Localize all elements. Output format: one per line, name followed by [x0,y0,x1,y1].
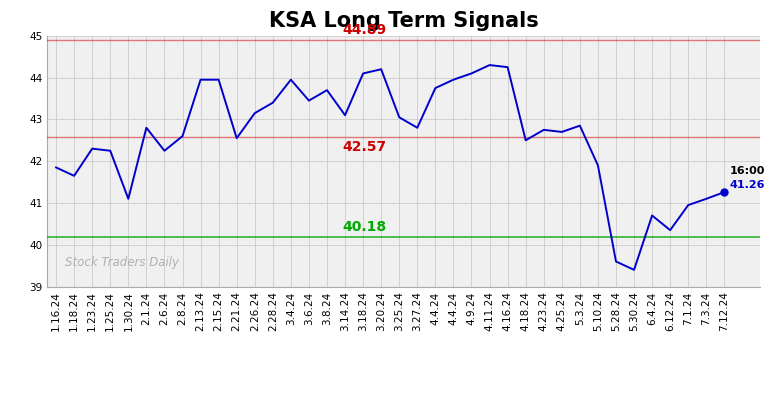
Text: 40.18: 40.18 [343,220,387,234]
Text: 42.57: 42.57 [343,140,387,154]
Title: KSA Long Term Signals: KSA Long Term Signals [269,12,539,31]
Text: 44.89: 44.89 [343,23,387,37]
Text: 41.26: 41.26 [730,180,765,190]
Text: Stock Traders Daily: Stock Traders Daily [65,256,179,269]
Text: 16:00: 16:00 [730,166,765,176]
